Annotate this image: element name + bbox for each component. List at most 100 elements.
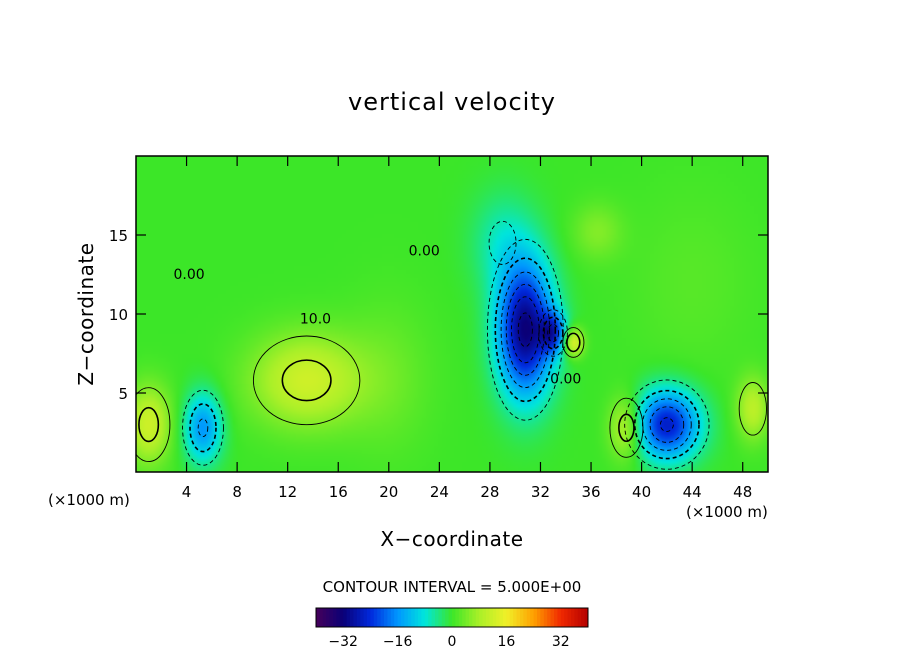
colorbar-segment [499,608,504,627]
colorbar-segment [397,608,402,627]
negative-contour [659,417,674,432]
colorbar-tick-label: 16 [497,634,515,650]
colorbar-segment [540,608,545,627]
x-tick-label: 8 [232,483,242,501]
positive-contour [281,359,332,402]
negative-contour [649,406,685,443]
colorbar-segment [492,608,497,627]
colorbar-segment [458,608,463,627]
colorbar-segment [584,608,589,627]
colorbar-segment [513,608,517,627]
colorbar-segment [520,608,524,627]
colorbar-segment [384,608,388,627]
colorbar-segment [350,608,354,627]
colorbar-segment [537,608,541,627]
colorbar-segment [509,608,514,627]
velocity-field [136,156,768,472]
x-tick-label: 44 [683,483,702,501]
colorbar-segment [418,608,422,627]
x-tick-label: 20 [379,483,398,501]
colorbar-tick-label: 0 [448,634,457,650]
colorbar-tick-label: 32 [552,634,570,650]
negative-contour [189,403,217,453]
colorbar-tick-label: −32 [328,634,358,650]
colorbar-segment [574,608,579,627]
colorbar-segment [339,608,344,627]
colorbar-segment [329,608,334,627]
colorbar-segment [333,608,337,627]
negative-contour [633,389,700,460]
contour-label-layer: 0.00 10.0 0.00 0.00 [174,244,582,388]
colorbar-segment [370,608,375,627]
colorbar-segment [367,608,371,627]
colorbar-segment [486,608,490,627]
colorbar-segment [373,608,378,627]
contour-label: 0.00 [174,267,205,283]
colorbar-segment [428,608,432,627]
y-tick-label: 15 [109,227,128,245]
y-tick-label: 10 [109,306,128,324]
colorbar-segment [445,608,449,627]
colorbar-segment [479,608,483,627]
colorbar-segment [346,608,351,627]
colorbar-segment [503,608,507,627]
colorbar-segment [390,608,395,627]
colorbar-segment [353,608,358,627]
colorbar-segment [543,608,548,627]
colorbar-segment [554,608,558,627]
colorbar-segment [533,608,538,627]
colorbar-segment [322,608,327,627]
negative-contour [511,296,540,364]
colorbar-segment [319,608,324,627]
colorbar-segment [516,608,521,627]
x-unit-right: (×1000 m) [686,503,768,521]
x-tick-label: 4 [182,483,192,501]
contour-lines [136,220,767,470]
colorbar-segment [560,608,565,627]
contour-label: 0.00 [409,244,440,260]
x-tick-label: 32 [531,483,550,501]
colorbar-segment [343,608,347,627]
colorbar-segment [530,608,534,627]
negative-contour [547,323,559,343]
colorbar: −32 −16 0 16 32 [315,607,589,650]
colorbar-segment [567,608,572,627]
colorbar-segment [394,608,398,627]
colorbar-segment [326,608,330,627]
colorbar-segment [421,608,426,627]
negative-contour [624,379,710,470]
colorbar-segment [441,608,446,627]
x-tick-label: 12 [278,483,297,501]
colorbar-segment [336,608,341,627]
x-unit-left: (×1000 m) [48,491,130,509]
positive-contour [136,387,171,462]
colorbar-segment [550,608,555,627]
colorbar-segment [435,608,439,627]
contour-label: 0.00 [550,372,581,388]
x-tick-label: 16 [329,483,348,501]
colorbar-segment [564,608,568,627]
colorbar-segment [387,608,392,627]
x-tick-label: 48 [733,483,752,501]
colorbar-segment [377,608,381,627]
colorbar-segment [571,608,575,627]
colorbar-segment [411,608,415,627]
colorbar-segment [431,608,436,627]
colorbar-segment [452,608,456,627]
colorbar-segment [469,608,473,627]
colorbar-segment [316,608,320,627]
colorbar-tick-label: −16 [383,634,413,650]
y-axis-label: Z−coordinate [74,242,98,386]
colorbar-segment [557,608,562,627]
positive-contour [609,397,644,458]
colorbar-segment [448,608,453,627]
colorbar-segment [475,608,480,627]
colorbar-segment [523,608,528,627]
contour-label: 10.0 [300,311,331,327]
colorbar-segment [547,608,551,627]
colorbar-segment [506,608,511,627]
x-axis-label: X−coordinate [380,527,524,551]
y-tick-label: 5 [118,385,128,403]
colorbar-segment [356,608,361,627]
